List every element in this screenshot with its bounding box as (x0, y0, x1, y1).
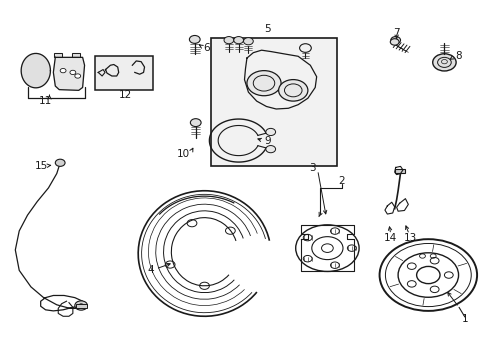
Text: 7: 7 (392, 28, 399, 38)
Circle shape (79, 304, 83, 307)
Circle shape (189, 36, 200, 43)
Text: 14: 14 (384, 233, 397, 243)
Circle shape (389, 39, 398, 45)
Circle shape (246, 71, 281, 96)
Text: 8: 8 (454, 51, 461, 61)
Text: 9: 9 (264, 136, 271, 146)
Bar (72, 53, 80, 57)
Text: 2: 2 (338, 176, 345, 186)
Circle shape (265, 129, 275, 136)
Bar (54, 53, 62, 57)
Text: 12: 12 (118, 90, 131, 100)
Circle shape (390, 37, 400, 44)
Text: 13: 13 (403, 233, 416, 243)
Circle shape (70, 70, 76, 75)
Circle shape (75, 74, 81, 78)
Circle shape (278, 80, 307, 101)
Text: 6: 6 (203, 43, 209, 53)
Text: 5: 5 (264, 24, 271, 34)
Text: 15: 15 (35, 161, 48, 171)
Bar (95, 56, 153, 90)
Text: 3: 3 (309, 163, 315, 173)
Polygon shape (53, 57, 84, 90)
Polygon shape (54, 53, 62, 57)
Bar (211, 39, 336, 166)
Bar (76, 304, 87, 309)
Circle shape (55, 159, 65, 166)
Text: 10: 10 (177, 149, 190, 159)
Bar (394, 168, 405, 173)
Text: 4: 4 (147, 265, 154, 275)
Circle shape (432, 54, 455, 71)
Text: 11: 11 (39, 96, 52, 106)
Text: 1: 1 (461, 314, 467, 324)
Polygon shape (21, 53, 50, 88)
Circle shape (190, 119, 201, 127)
Circle shape (233, 37, 243, 44)
Circle shape (243, 38, 253, 45)
Polygon shape (72, 53, 80, 57)
Circle shape (265, 145, 275, 153)
Circle shape (224, 37, 233, 44)
Circle shape (60, 68, 66, 73)
Circle shape (75, 301, 87, 310)
